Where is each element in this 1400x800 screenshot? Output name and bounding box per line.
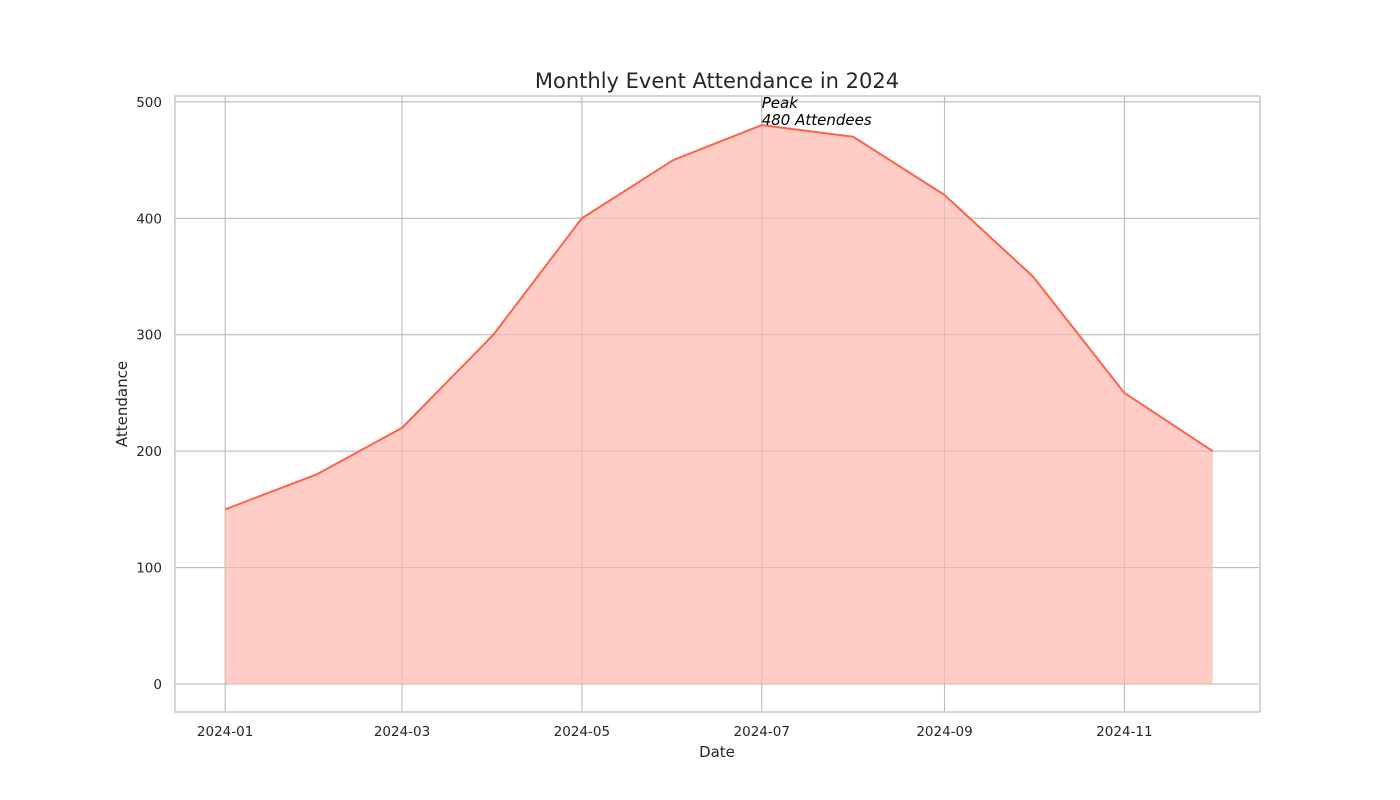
y-axis-label: Attendance (113, 361, 131, 447)
x-tick-label: 2024-11 (1096, 724, 1152, 740)
x-tick-label: 2024-05 (554, 724, 610, 740)
y-tick-label: 0 (153, 677, 162, 693)
chart-title: Monthly Event Attendance in 2024 (535, 69, 899, 93)
x-tick-label: 2024-07 (734, 724, 790, 740)
peak-annotation: Peak 480 Attendees (762, 94, 872, 129)
x-tick-label: 2024-09 (916, 724, 972, 740)
y-tick-label: 200 (136, 444, 162, 460)
y-tick-label: 300 (136, 328, 162, 344)
y-tick-label: 500 (136, 95, 162, 111)
x-tick-label: 2024-01 (197, 724, 253, 740)
plot-frame (174, 95, 1261, 713)
area-fill (225, 125, 1213, 685)
y-tick-label: 400 (136, 211, 162, 227)
x-tick-label: 2024-03 (374, 724, 430, 740)
peak-annotation-line-2: 480 Attendees (762, 111, 872, 129)
series-line (224, 124, 1214, 511)
peak-annotation-line-1: Peak (762, 94, 799, 112)
y-tick-label: 100 (136, 561, 162, 577)
tick-labels: 2024-01 2024-03 2024-05 2024-07 2024-09 2024-… (136, 95, 1152, 740)
x-axis-label: Date (699, 743, 735, 761)
area-layer (175, 96, 1260, 712)
